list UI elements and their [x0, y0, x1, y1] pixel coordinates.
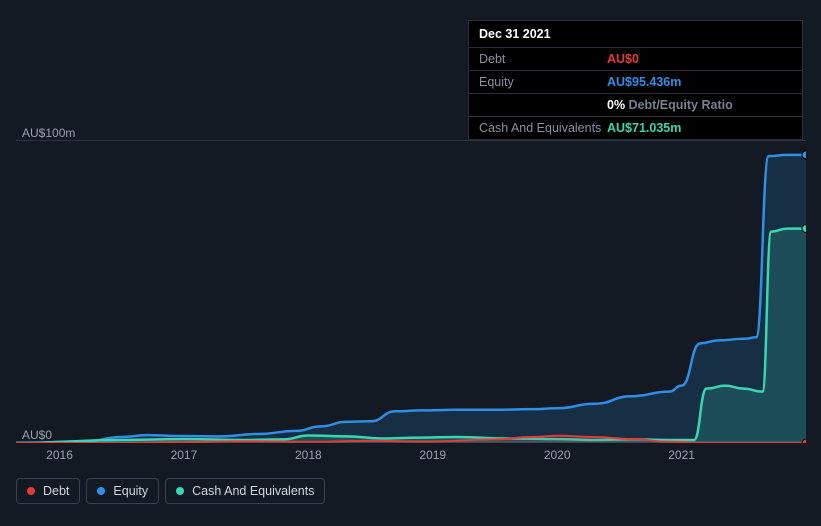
tooltip-row: 0% Debt/Equity Ratio: [469, 94, 802, 117]
legend-item-equity[interactable]: Equity: [86, 478, 159, 504]
x-axis-label: 2018: [295, 448, 322, 462]
legend-dot: [27, 487, 35, 495]
tooltip-row-value: AU$71.035m: [607, 121, 681, 135]
legend-dot: [97, 487, 105, 495]
x-axis-label: 2019: [419, 448, 446, 462]
tooltip-row-value: AU$95.436m: [607, 75, 681, 89]
tooltip-row: Cash And EquivalentsAU$71.035m: [469, 117, 802, 139]
legend-item-cash-and-equivalents[interactable]: Cash And Equivalents: [165, 478, 325, 504]
x-axis-label: 2021: [668, 448, 695, 462]
tooltip-row-label: Equity: [479, 75, 607, 89]
tooltip-row-label: Cash And Equivalents: [479, 121, 607, 135]
legend-dot: [176, 487, 184, 495]
legend-label: Cash And Equivalents: [192, 484, 314, 498]
tooltip-row: DebtAU$0: [469, 48, 802, 71]
x-axis-label: 2017: [171, 448, 198, 462]
x-axis-label: 2016: [46, 448, 73, 462]
tooltip-row: EquityAU$95.436m: [469, 71, 802, 94]
tooltip-date: Dec 31 2021: [469, 21, 802, 48]
chart-legend: Debt Equity Cash And Equivalents: [16, 478, 325, 504]
x-axis-label: 2020: [544, 448, 571, 462]
tooltip-row-label: [479, 98, 607, 112]
tooltip-row-value: 0% Debt/Equity Ratio: [607, 98, 733, 112]
y-axis-label: AU$100m: [22, 126, 75, 140]
legend-item-debt[interactable]: Debt: [16, 478, 80, 504]
chart-x-axis: 2016 2017 2018 2019 2020 2021: [16, 448, 806, 468]
legend-label: Debt: [43, 484, 69, 498]
chart-tooltip: Dec 31 2021 DebtAU$0EquityAU$95.436m0% D…: [468, 20, 803, 140]
tooltip-row-label: Debt: [479, 52, 607, 66]
legend-label: Equity: [113, 484, 148, 498]
chart-plot-area: [16, 140, 806, 442]
tooltip-row-value: AU$0: [607, 52, 639, 66]
